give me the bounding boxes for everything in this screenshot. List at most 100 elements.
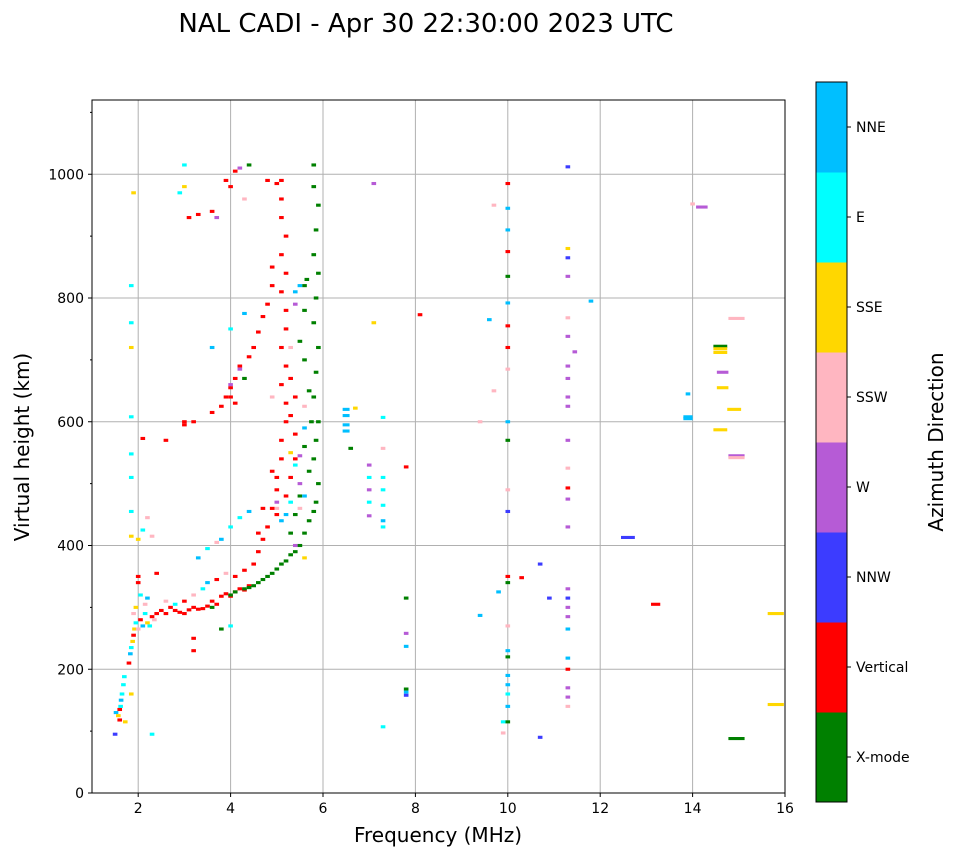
echo-point-ssw <box>491 203 497 207</box>
echo-point-x-mode <box>283 559 289 563</box>
echo-point-ssw <box>302 404 307 408</box>
echo-point-vertical <box>191 605 196 609</box>
echo-point-vertical <box>131 633 136 637</box>
echo-point-x-mode <box>316 203 321 207</box>
echo-point-ssw <box>505 367 511 371</box>
y-tick-label: 0 <box>75 786 84 802</box>
colorbar: X-mode Vertical NNW W SSW SSE E NNE <box>815 81 910 803</box>
echo-point-w <box>572 350 578 354</box>
y-tick-label: 400 <box>57 539 84 555</box>
echo-point-vertical <box>505 250 511 254</box>
echo-point-vertical <box>237 364 243 368</box>
echo-point-vertical <box>154 612 159 616</box>
echo-point-nne <box>205 581 210 585</box>
echo-point-x-mode <box>288 531 293 535</box>
echo-point-x-mode <box>242 587 247 591</box>
y-tick-label: 800 <box>57 291 84 307</box>
echo-point-vertical <box>265 525 270 529</box>
echo-point-x-mode <box>348 446 354 450</box>
echo-point-vertical <box>251 345 257 350</box>
echo-point-sse <box>128 345 134 350</box>
colorbar-segment <box>816 622 847 713</box>
echo-point-vertical <box>117 707 123 712</box>
echo-point-e <box>292 463 298 467</box>
echo-point-vertical <box>186 608 192 612</box>
x-tick-label: 6 <box>319 801 328 817</box>
echo-point-nne <box>195 556 201 560</box>
echo-point-vertical <box>140 436 146 441</box>
echo-point-x-mode <box>505 438 511 442</box>
echo-point-sse <box>145 621 150 625</box>
echo-point-nne <box>505 704 511 708</box>
x-tick-label: 16 <box>776 801 794 817</box>
echo-point-vertical <box>256 330 261 334</box>
echo-point-vertical <box>191 420 196 424</box>
echo-point-w <box>565 334 571 338</box>
echo-point-sse <box>133 605 139 609</box>
echo-point-ssw <box>214 540 220 544</box>
echo-point-e <box>147 624 153 628</box>
echo-point-vertical <box>288 475 293 479</box>
echo-point-w <box>565 376 571 380</box>
echo-point-vertical <box>223 178 229 182</box>
echo-point-x-mode <box>302 444 307 449</box>
y-axis-label: Virtual height (km) <box>10 353 34 542</box>
echo-point-ssw <box>142 602 148 606</box>
echo-point-e <box>128 284 134 288</box>
echo-point-e <box>121 683 126 687</box>
echo-point-e <box>119 692 125 696</box>
echo-point-w <box>716 370 729 374</box>
echo-point-x-mode <box>311 321 317 325</box>
echo-point-sse <box>128 534 134 538</box>
echo-point-sse <box>713 428 728 432</box>
echo-point-x-mode <box>713 344 728 348</box>
echo-point-vertical <box>163 612 169 616</box>
echo-point-ssw <box>565 316 571 320</box>
echo-point-vertical <box>565 486 571 490</box>
echo-point-x-mode <box>242 376 247 380</box>
echo-point-sse <box>131 191 136 195</box>
echo-point-nne <box>505 228 511 232</box>
echo-point-x-mode <box>403 687 409 691</box>
echo-point-nne <box>302 494 307 498</box>
echo-point-vertical <box>279 253 284 257</box>
echo-point-ssw <box>500 731 506 735</box>
echo-point-w <box>565 438 571 442</box>
echo-point-x-mode <box>306 469 312 473</box>
echo-point-e <box>128 415 134 419</box>
echo-point-vertical <box>651 602 661 606</box>
echo-point-nnw <box>565 256 571 260</box>
echo-point-x-mode <box>292 513 298 517</box>
echo-point-ssw <box>274 506 280 510</box>
echo-point-vertical <box>283 308 289 312</box>
echo-point-vertical <box>138 618 143 622</box>
echo-point-sse <box>128 692 134 696</box>
echo-point-vertical <box>126 661 132 665</box>
echo-point-w <box>565 695 571 699</box>
echo-point-x-mode <box>297 543 303 548</box>
colorbar-segment <box>816 442 847 533</box>
echo-point-x-mode <box>279 562 284 566</box>
echo-point-vertical <box>279 216 284 220</box>
x-tick-label: 4 <box>226 801 235 817</box>
echo-point-vertical <box>223 592 229 596</box>
echo-point-x-mode <box>316 271 321 275</box>
echo-point-nnw <box>620 535 635 540</box>
echo-point-vertical <box>177 610 183 614</box>
echo-point-vertical <box>292 457 298 461</box>
x-axis-ticks: 2 4 6 8 10 12 14 16 <box>134 793 794 817</box>
echo-point-vertical <box>256 550 261 554</box>
echo-point-x-mode <box>251 584 257 588</box>
echo-point-nne <box>283 513 289 517</box>
echo-point-vertical <box>214 577 220 582</box>
echo-point-nne <box>246 509 252 514</box>
echo-point-w <box>228 383 233 387</box>
echo-point-e <box>122 675 127 679</box>
echo-point-vertical <box>260 315 266 319</box>
echo-point-vertical <box>182 599 187 603</box>
echo-point-vertical <box>292 432 298 436</box>
x-tick-label: 10 <box>499 801 517 817</box>
echo-point-vertical <box>182 420 187 424</box>
echo-point-e <box>128 646 134 650</box>
echo-point-vertical <box>219 594 224 598</box>
